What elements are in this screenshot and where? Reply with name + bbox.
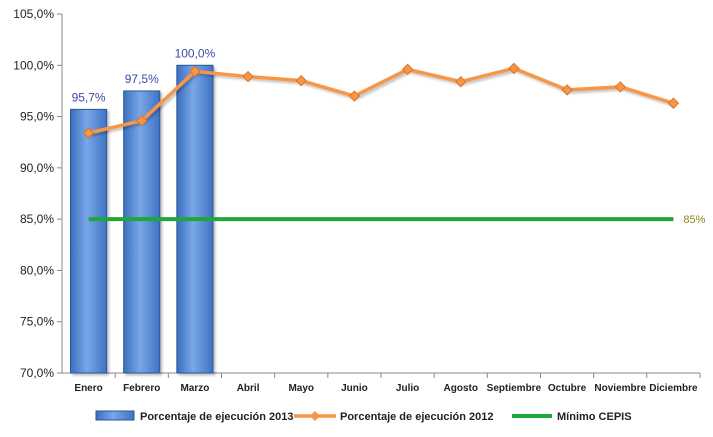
data-labels: 95,7% 97,5% 100,0% [72, 46, 216, 104]
legend: Porcentaje de ejecución 2013 Porcentaje d… [95, 410, 632, 423]
point-2012 [242, 70, 254, 83]
y-tick-label: 75,0% [20, 315, 54, 329]
x-tick-label: Mayo [288, 383, 314, 394]
bar-2013 [70, 108, 108, 374]
bar-2013 [123, 90, 161, 374]
point-2012 [348, 90, 361, 102]
y-tick-label: 90,0% [20, 161, 54, 175]
legend-label-cepis: Mínimo CEPIS [557, 411, 632, 423]
x-tick-label: Diciembre [649, 383, 698, 394]
x-tick-label: Octubre [548, 383, 587, 394]
x-tick-label: Julio [396, 383, 419, 394]
y-tick-label: 80,0% [20, 263, 54, 277]
x-tick-label: Agosto [444, 383, 478, 394]
y-tick-label: 100,0% [13, 58, 54, 72]
x-tick-label: Enero [74, 383, 102, 394]
point-2012 [614, 81, 626, 93]
x-tick-label: Marzo [180, 383, 209, 394]
point-2012 [455, 75, 467, 88]
bar-value-label: 95,7% [72, 90, 106, 104]
line-2012 [88, 66, 674, 135]
point-2012 [189, 65, 201, 78]
minimo-cepis-label: 85% [683, 214, 705, 226]
legend-swatch-2013 [95, 410, 135, 421]
point-2012 [561, 84, 573, 96]
legend-label-2013: Porcentaje de ejecución 2013 [140, 411, 293, 423]
x-tick-label: Abril [237, 383, 260, 394]
y-tick-label: 105,0% [13, 7, 54, 21]
bar-value-label: 100,0% [175, 46, 216, 60]
legend-label-2012: Porcentaje de ejecución 2012 [340, 411, 493, 423]
y-tick-label: 85,0% [20, 212, 54, 226]
bar-value-label: 97,5% [125, 72, 159, 86]
x-tick-label: Junio [341, 383, 368, 394]
point-2012 [667, 97, 680, 109]
point-2012 [82, 127, 95, 139]
line-series-2012 [82, 62, 680, 139]
point-2012 [136, 114, 148, 127]
x-tick-label: Noviembre [594, 383, 646, 394]
y-tick-label: 95,0% [20, 110, 54, 124]
y-tick-label: 70,0% [20, 366, 54, 380]
x-tick-label: Febrero [123, 383, 160, 394]
point-2012 [508, 62, 520, 75]
x-tick-label: Septiembre [487, 383, 542, 394]
legend-swatch-2012-marker [310, 411, 320, 421]
axes: 70,0% 75,0% 80,0% 85,0% 90,0% 95,0% 100,0% 105,… [13, 7, 701, 394]
point-2012 [295, 74, 307, 87]
point-2012 [401, 63, 414, 76]
minimo-cepis-series: 85% [88, 214, 706, 226]
